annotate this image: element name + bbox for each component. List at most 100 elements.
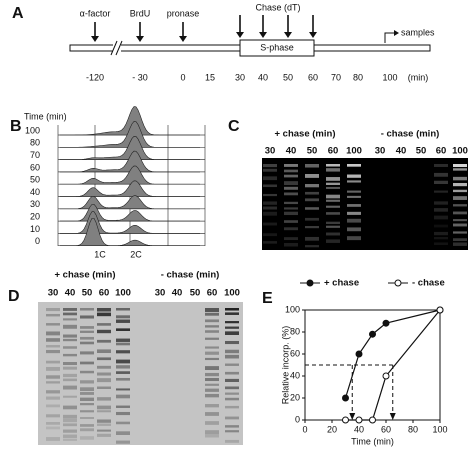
band bbox=[305, 191, 319, 195]
legend-marker bbox=[306, 279, 314, 287]
band bbox=[453, 204, 467, 207]
band bbox=[97, 423, 111, 426]
band bbox=[116, 315, 130, 319]
band bbox=[453, 189, 467, 193]
band bbox=[46, 421, 60, 425]
band bbox=[46, 437, 60, 441]
point bbox=[355, 350, 363, 358]
band bbox=[263, 164, 277, 168]
band bbox=[97, 349, 111, 354]
band bbox=[63, 308, 77, 311]
band bbox=[97, 386, 111, 390]
band bbox=[434, 208, 448, 212]
time-label: (min) bbox=[408, 72, 429, 82]
band bbox=[225, 405, 239, 409]
time-label: 30 bbox=[235, 72, 245, 82]
band bbox=[80, 410, 94, 413]
y-tick-label: 100 bbox=[285, 304, 300, 314]
event-label: pronase bbox=[167, 8, 200, 18]
y-tick-label: 80 bbox=[290, 326, 300, 336]
half-arrow bbox=[389, 413, 396, 420]
samples-head bbox=[394, 30, 399, 36]
band bbox=[205, 404, 219, 408]
band bbox=[80, 428, 94, 432]
arrow-head bbox=[284, 32, 292, 38]
event-label: BrdU bbox=[130, 8, 151, 18]
group-title: - chase (min) bbox=[161, 270, 220, 281]
legend-label: - chase bbox=[412, 278, 445, 289]
band bbox=[225, 378, 239, 382]
band bbox=[205, 308, 219, 312]
lane-label: 60 bbox=[207, 288, 218, 299]
band bbox=[116, 342, 130, 346]
band bbox=[347, 218, 361, 223]
band bbox=[46, 360, 60, 364]
band bbox=[80, 326, 94, 329]
band bbox=[326, 194, 340, 199]
x-tick-label: 100 bbox=[432, 424, 447, 434]
lane-label: 60 bbox=[436, 146, 447, 157]
phase-label: S-phase bbox=[260, 42, 294, 52]
band bbox=[63, 414, 77, 419]
band bbox=[97, 308, 111, 312]
time-label: 10 bbox=[30, 224, 40, 234]
band bbox=[347, 180, 361, 183]
band bbox=[263, 184, 277, 188]
band bbox=[80, 397, 94, 402]
band bbox=[284, 201, 298, 205]
x-tick-label: 0 bbox=[302, 424, 307, 434]
band bbox=[80, 380, 94, 384]
band bbox=[116, 359, 130, 364]
band bbox=[116, 394, 130, 399]
band bbox=[97, 405, 111, 410]
band bbox=[225, 371, 239, 375]
band bbox=[205, 372, 219, 377]
band bbox=[97, 372, 111, 376]
band bbox=[97, 357, 111, 361]
band bbox=[326, 182, 340, 186]
time-label: -120 bbox=[86, 72, 104, 82]
band bbox=[80, 436, 94, 440]
band bbox=[305, 164, 319, 168]
band bbox=[225, 392, 239, 395]
band bbox=[63, 423, 77, 427]
band bbox=[263, 222, 277, 226]
band bbox=[453, 242, 467, 246]
band bbox=[116, 388, 130, 391]
time-label: 60 bbox=[308, 72, 318, 82]
lane-label: 100 bbox=[452, 146, 468, 157]
band bbox=[46, 313, 60, 317]
band bbox=[284, 186, 298, 190]
band bbox=[116, 328, 130, 331]
band bbox=[46, 426, 60, 430]
y-tick-label: 60 bbox=[290, 348, 300, 358]
panel-label: A bbox=[12, 5, 24, 22]
time-label: 50 bbox=[30, 175, 40, 185]
band bbox=[46, 349, 60, 354]
time-label: 100 bbox=[382, 72, 397, 82]
band bbox=[97, 410, 111, 413]
lane-label: 40 bbox=[65, 288, 76, 299]
band bbox=[205, 312, 219, 316]
band bbox=[305, 226, 319, 229]
band bbox=[63, 362, 77, 365]
band bbox=[46, 366, 60, 371]
band bbox=[46, 404, 60, 408]
time-label: 60 bbox=[30, 162, 40, 172]
band bbox=[63, 418, 77, 423]
band bbox=[263, 168, 277, 172]
arrow-head bbox=[136, 36, 144, 42]
band bbox=[63, 405, 77, 410]
band bbox=[225, 386, 239, 390]
x-tick-label: 20 bbox=[327, 424, 337, 434]
band bbox=[63, 434, 77, 438]
band bbox=[225, 349, 239, 354]
band bbox=[326, 164, 340, 167]
band bbox=[326, 212, 340, 215]
band bbox=[225, 321, 239, 324]
band bbox=[205, 357, 219, 361]
band bbox=[305, 198, 319, 202]
point bbox=[342, 394, 349, 402]
samples-arrow bbox=[384, 32, 394, 43]
histogram bbox=[60, 121, 200, 148]
